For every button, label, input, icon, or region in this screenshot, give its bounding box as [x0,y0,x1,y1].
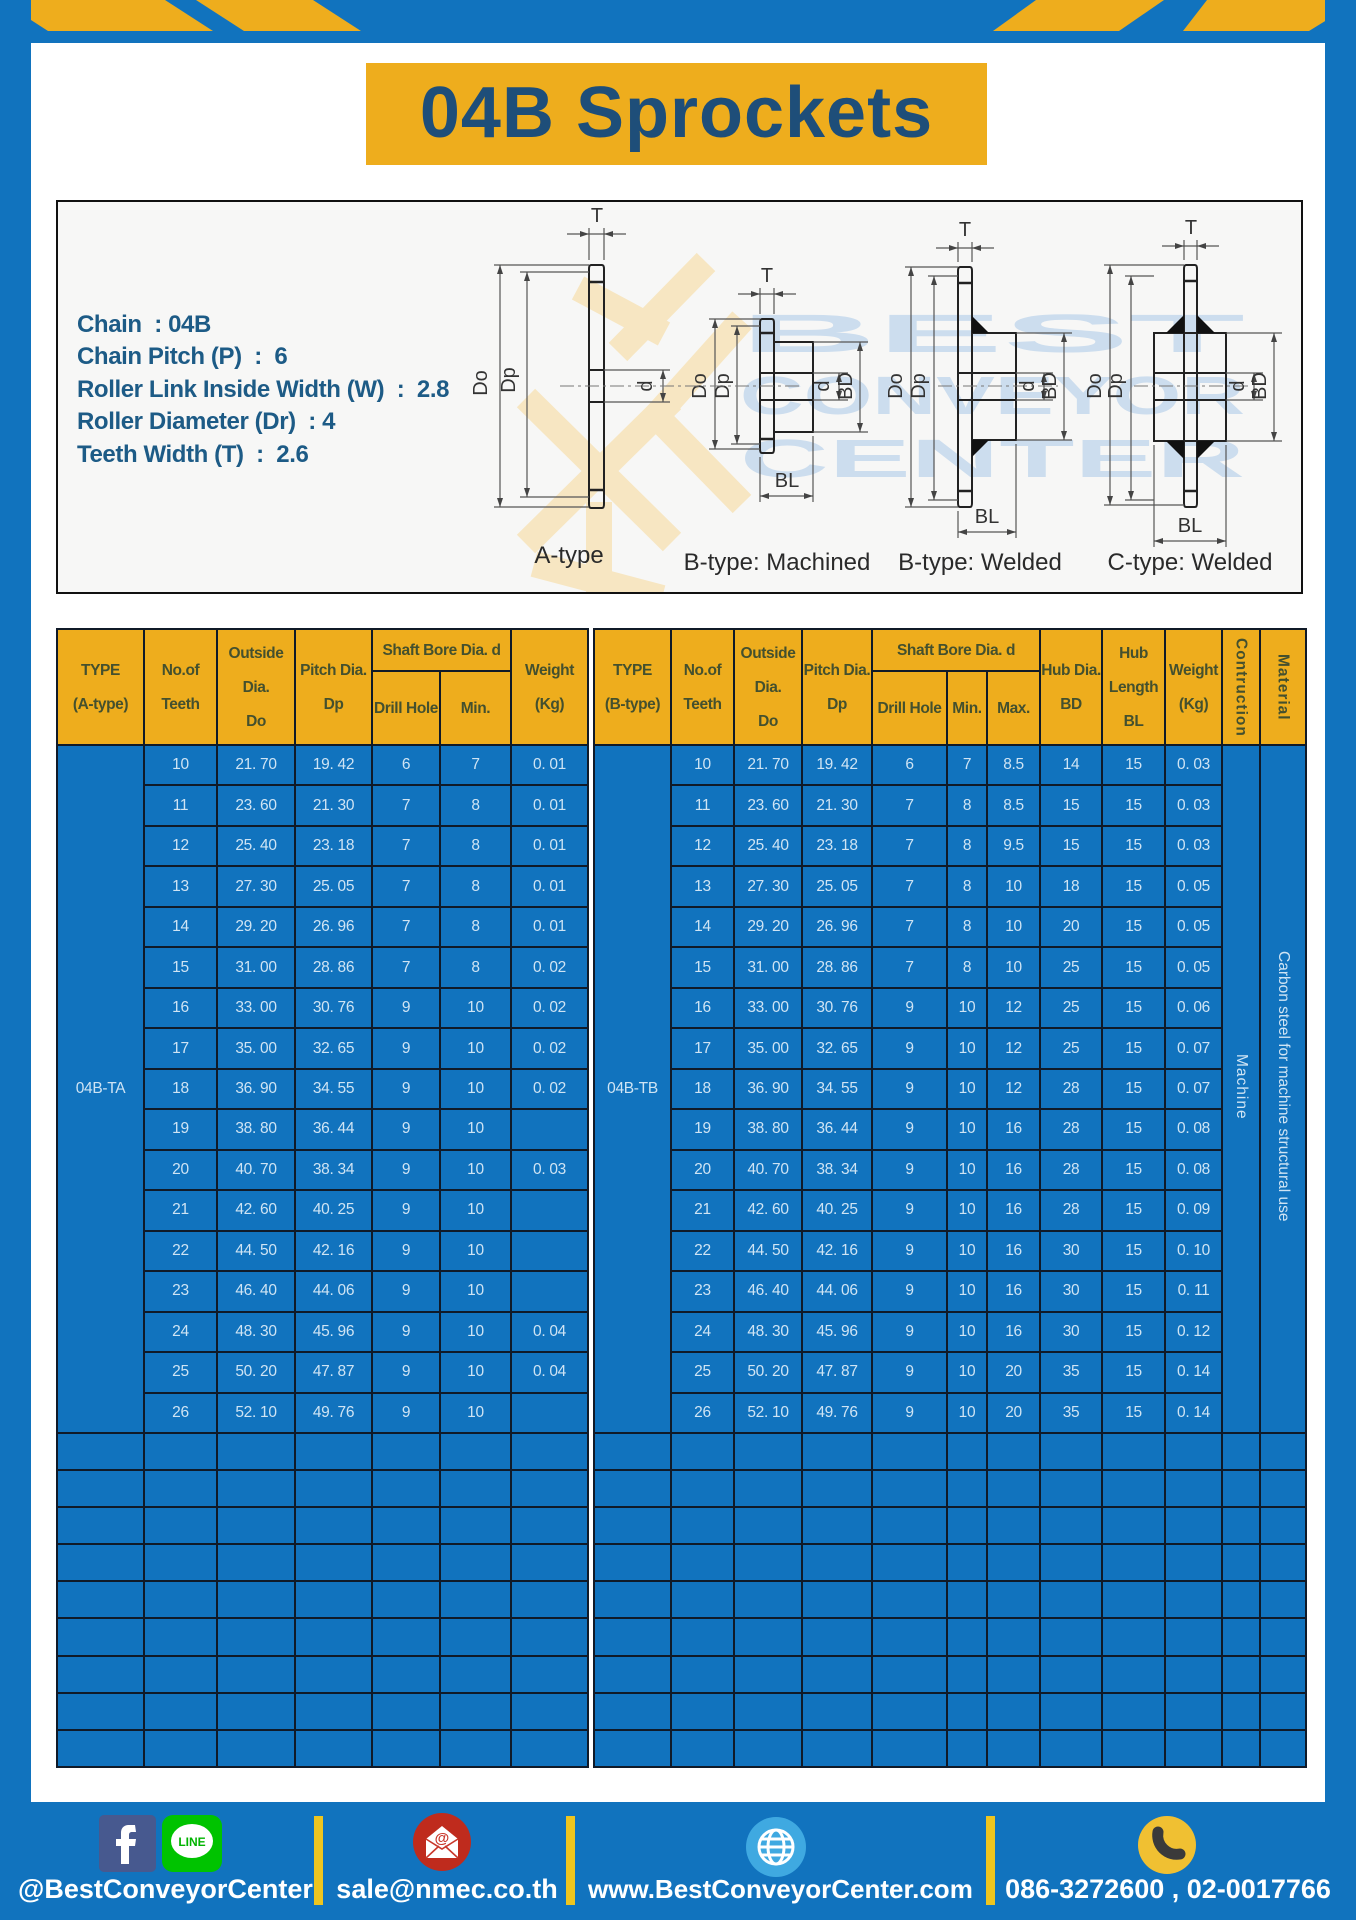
svg-text:A-type: A-type [534,542,603,569]
svg-text:d: d [635,380,657,391]
svg-text:@: @ [435,1830,450,1847]
svg-text:BD: BD [1249,372,1271,400]
svg-text:Do: Do [470,370,492,396]
svg-text:BL: BL [775,470,799,492]
svg-text:T: T [959,219,971,241]
svg-text:Dp: Dp [1105,373,1127,399]
svg-text:Do: Do [689,373,711,399]
svg-text:d: d [812,380,834,391]
svg-text:d: d [1017,380,1039,391]
svg-text:T: T [591,205,603,227]
svg-text:Dp: Dp [908,373,930,399]
svg-text:B-type: Machined: B-type: Machined [684,549,871,576]
svg-text:T: T [761,265,773,287]
svg-text:BL: BL [975,506,999,528]
svg-text:Do: Do [1084,373,1106,399]
svg-text:Dp: Dp [498,367,520,393]
svg-text:B-type: Welded: B-type: Welded [898,549,1062,576]
svg-text:BL: BL [1178,515,1202,537]
svg-text:Do: Do [885,373,907,399]
svg-text:C-type: Welded: C-type: Welded [1108,549,1273,576]
svg-text:BD: BD [835,372,857,400]
svg-text:d: d [1227,380,1249,391]
svg-text:BD: BD [1039,372,1061,400]
svg-text:CENTER: CENTER [740,429,1245,489]
svg-text:CONVEYOR: CONVEYOR [740,366,1245,426]
svg-text:LINE: LINE [178,1835,205,1849]
svg-text:T: T [1185,217,1197,239]
